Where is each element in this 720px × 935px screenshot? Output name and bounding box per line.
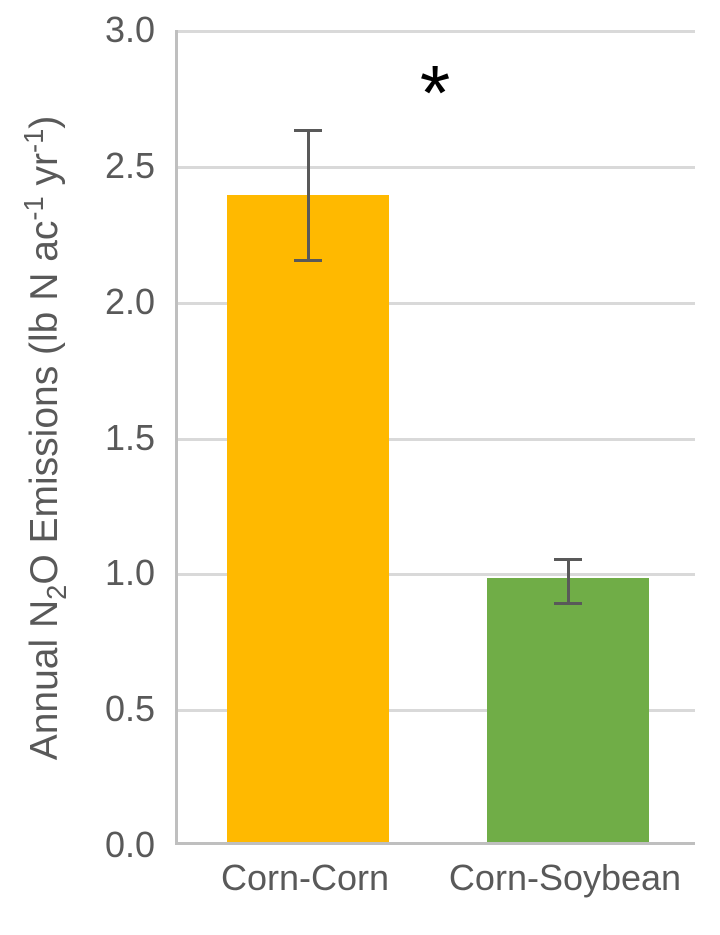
- y-tick-label: 1.5: [0, 417, 155, 459]
- gridline: [178, 166, 695, 169]
- y-tick-label: 2.5: [0, 145, 155, 187]
- gridline: [178, 30, 695, 33]
- plot-area: [175, 30, 695, 845]
- error-bar-cap: [294, 129, 322, 132]
- error-bar-cap: [554, 558, 582, 561]
- y-tick-label: 0.5: [0, 688, 155, 730]
- significance-asterisk: *: [420, 47, 450, 138]
- y-tick-label: 1.0: [0, 552, 155, 594]
- error-bar-cap: [294, 259, 322, 262]
- x-tick-label: Corn-Corn: [221, 857, 389, 899]
- bar: [227, 195, 388, 842]
- bar: [487, 578, 648, 842]
- error-bar: [307, 131, 310, 261]
- x-tick-label: Corn-Soybean: [449, 857, 681, 899]
- error-bar: [567, 560, 570, 603]
- y-tick-label: 2.0: [0, 281, 155, 323]
- y-tick-label: 3.0: [0, 9, 155, 51]
- n2o-emissions-bar-chart: Annual N2O Emissions (lb N ac-1 yr-1) * …: [0, 0, 720, 935]
- error-bar-cap: [554, 602, 582, 605]
- y-tick-label: 0.0: [0, 824, 155, 866]
